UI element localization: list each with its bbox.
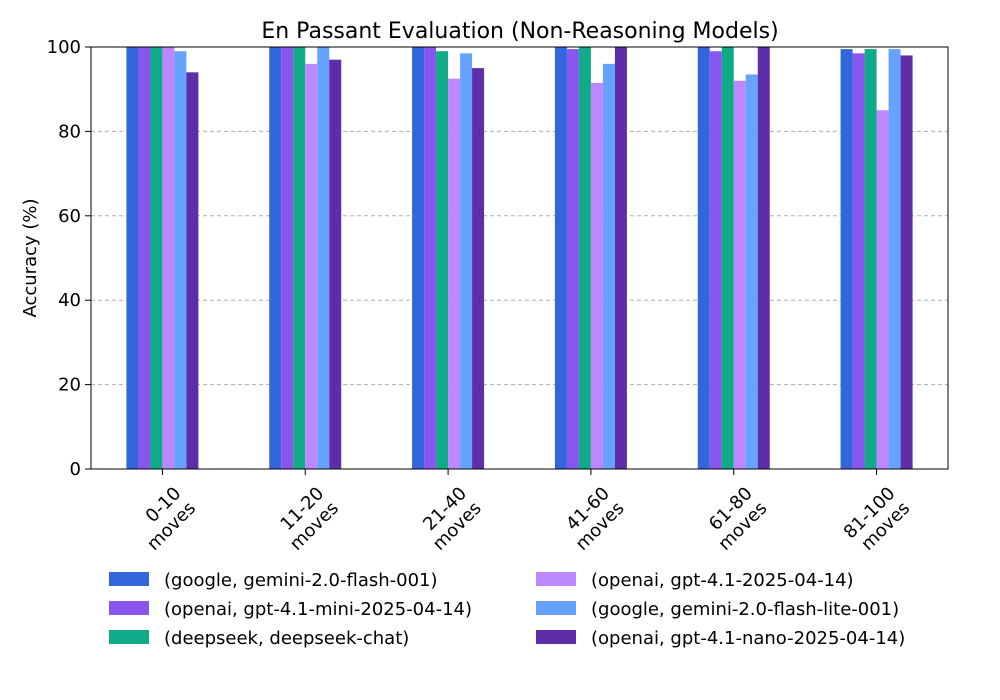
legend-swatch xyxy=(536,601,576,615)
bar xyxy=(757,47,770,469)
bar xyxy=(412,47,425,469)
bar xyxy=(840,49,853,470)
legend-label: (openai, gpt-4.1-2025-04-14) xyxy=(591,570,854,591)
bar xyxy=(852,53,865,470)
bar xyxy=(317,47,330,469)
y-tick-labels: 0 20 40 60 80 100 xyxy=(47,37,81,480)
bar xyxy=(329,59,342,469)
x-tick-label: 21-40moves xyxy=(414,483,486,555)
bar xyxy=(162,47,175,469)
bar xyxy=(566,49,579,470)
bars-layer xyxy=(126,47,913,470)
y-tick-label: 40 xyxy=(58,290,81,311)
y-tick-label: 80 xyxy=(58,121,81,142)
x-tick-label: 61-80moves xyxy=(700,483,772,555)
y-tick-label: 0 xyxy=(70,459,81,480)
bar xyxy=(721,47,734,469)
bar xyxy=(900,55,913,469)
bar xyxy=(876,110,889,470)
legend-label: (openai, gpt-4.1-mini-2025-04-14) xyxy=(164,599,472,620)
bar xyxy=(578,47,591,469)
y-tick-label: 60 xyxy=(58,206,81,227)
axes-layer xyxy=(85,46,949,475)
legend-swatch xyxy=(536,572,576,586)
x-tick-labels: 0-10moves 11-20moves 21-40moves 41-60moves 6… xyxy=(128,483,915,558)
chart-title: En Passant Evaluation (Non-Reasoning Mod… xyxy=(261,19,778,44)
plot-frame xyxy=(90,46,949,470)
bar xyxy=(138,47,151,469)
y-tick-label: 20 xyxy=(58,375,81,396)
bar xyxy=(888,49,901,470)
legend: (google, gemini-2.0-flash-001) (openai, g… xyxy=(109,570,905,649)
y-tick-label: 100 xyxy=(47,37,81,58)
bar xyxy=(126,47,139,469)
legend-swatch xyxy=(536,630,576,644)
bar xyxy=(554,47,567,469)
bar xyxy=(424,47,437,469)
bar xyxy=(293,47,306,469)
bar xyxy=(174,51,187,469)
bar xyxy=(305,63,318,469)
bar xyxy=(864,49,877,470)
bar xyxy=(281,47,294,469)
bar xyxy=(745,74,758,470)
bar xyxy=(186,72,199,469)
x-tick-label: 41-60moves xyxy=(557,483,629,555)
legend-swatch xyxy=(109,572,149,586)
bar xyxy=(472,68,485,469)
bar xyxy=(590,82,603,470)
bar xyxy=(614,47,627,469)
bar xyxy=(602,63,615,469)
bar xyxy=(709,51,722,469)
x-tick-label: 0-10moves xyxy=(128,483,200,555)
bar xyxy=(460,53,473,470)
legend-label: (google, gemini-2.0-flash-001) xyxy=(164,570,438,591)
bar xyxy=(448,78,461,470)
bar xyxy=(733,80,746,469)
x-tick-label: 81-100moves xyxy=(840,483,915,558)
legend-label: (google, gemini-2.0-flash-lite-001) xyxy=(591,599,899,620)
x-tick-label: 11-20moves xyxy=(271,483,343,555)
legend-label: (openai, gpt-4.1-nano-2025-04-14) xyxy=(591,628,905,649)
legend-swatch xyxy=(109,601,149,615)
grid-layer xyxy=(91,130,948,386)
bar xyxy=(150,47,163,469)
bar xyxy=(436,51,449,469)
legend-label: (deepseek, deepseek-chat) xyxy=(164,628,409,649)
legend-swatch xyxy=(109,630,149,644)
bar xyxy=(269,47,282,469)
bar xyxy=(697,47,710,469)
y-axis-label: Accuracy (%) xyxy=(20,198,41,317)
